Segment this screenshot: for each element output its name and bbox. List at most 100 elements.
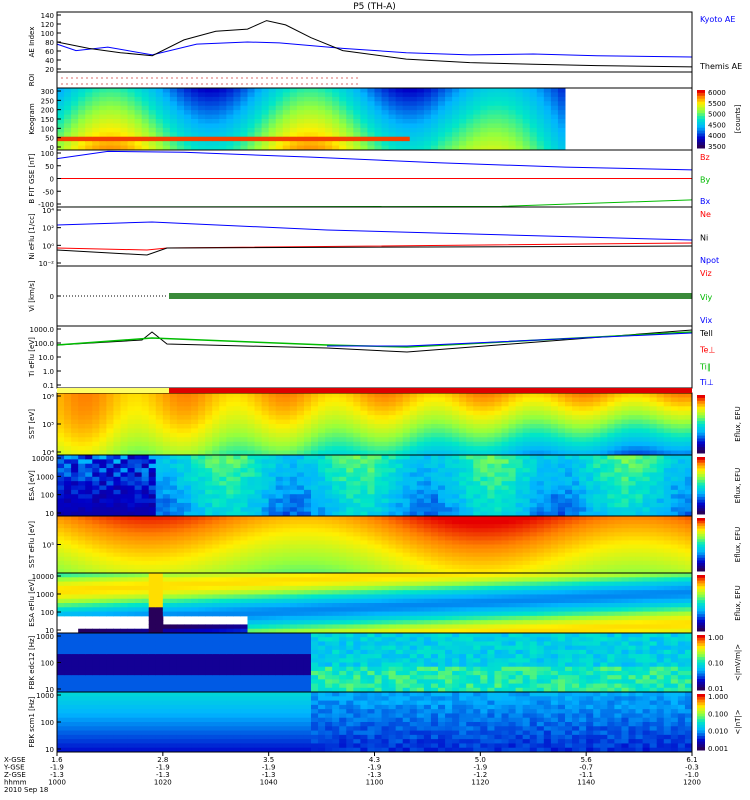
heat-cell <box>269 459 277 464</box>
heat-cell <box>318 88 326 93</box>
heat-cell <box>431 468 439 473</box>
heat-cell <box>438 137 446 142</box>
heat-cell <box>170 393 178 398</box>
heat-cell <box>530 411 538 416</box>
heat-cell <box>629 459 637 464</box>
heat-cell <box>311 128 319 133</box>
heat-cell <box>396 468 404 473</box>
heat-cell <box>240 437 248 442</box>
roi-mark <box>136 77 137 78</box>
heat-cell <box>304 545 312 550</box>
heat-cell <box>629 516 637 521</box>
heat-cell <box>240 119 248 124</box>
legend-entry: By <box>700 176 710 185</box>
heat-cell <box>473 411 481 416</box>
heat-cell <box>424 459 432 464</box>
heat-cell <box>198 411 206 416</box>
heat-cell <box>558 141 566 146</box>
heat-cell <box>537 503 545 508</box>
heat-cell <box>113 106 121 111</box>
heat-cell <box>184 92 192 97</box>
heat-cell <box>509 464 517 469</box>
heat-cell <box>233 110 241 115</box>
heat-cell <box>248 499 256 504</box>
heat-cell <box>163 520 171 525</box>
heat-cell <box>382 92 390 97</box>
heat-cell <box>205 141 213 146</box>
heat-cell <box>466 428 474 433</box>
heat-cell <box>473 455 481 460</box>
heat-cell <box>551 481 559 486</box>
heat-cell <box>417 101 425 106</box>
heat-cell <box>473 442 481 447</box>
heat-cell <box>403 101 411 106</box>
heat-cell <box>438 561 446 566</box>
heat-cell <box>516 472 524 477</box>
heat-cell <box>92 524 100 529</box>
heat-cell <box>389 455 397 460</box>
heat-cell <box>459 406 467 411</box>
heat-cell <box>537 101 545 106</box>
heat-cell <box>565 540 573 545</box>
heat-cell <box>494 524 502 529</box>
heat-cell <box>297 137 305 142</box>
heat-cell <box>311 477 319 482</box>
heat-cell <box>473 393 481 398</box>
heat-cell <box>128 446 136 451</box>
heat-cell <box>502 415 510 420</box>
roi-mark <box>101 77 102 78</box>
heat-cell <box>629 561 637 566</box>
heat-cell <box>85 561 93 566</box>
heat-cell <box>346 540 354 545</box>
heat-cell <box>643 397 651 402</box>
heat-cell <box>389 415 397 420</box>
heat-cell <box>685 437 693 442</box>
heat-cell <box>643 499 651 504</box>
heat-cell <box>92 115 100 120</box>
heat-cell <box>184 536 192 541</box>
heat-cell <box>523 477 531 482</box>
heat-cell <box>240 503 248 508</box>
heat-cell <box>212 536 220 541</box>
heat-cell <box>396 494 404 499</box>
heat-cell <box>177 536 185 541</box>
heat-cell <box>636 420 644 425</box>
heat-cell <box>198 442 206 447</box>
heat-cell <box>57 406 65 411</box>
heat-cell <box>332 141 340 146</box>
y-tick-label: 100 <box>41 150 54 158</box>
heat-cell <box>276 464 284 469</box>
heat-cell <box>396 406 404 411</box>
heat-cell <box>332 557 340 562</box>
heat-cell <box>438 397 446 402</box>
heat-cell <box>410 486 418 491</box>
heat-cell <box>142 516 150 521</box>
heat-cell <box>78 446 86 451</box>
heat-cell <box>396 110 404 115</box>
heat-cell <box>537 468 545 473</box>
heat-cell <box>121 455 129 460</box>
heat-cell <box>671 402 679 407</box>
heat-cell <box>92 397 100 402</box>
heat-cell <box>459 128 467 133</box>
heat-cell <box>353 468 361 473</box>
heat-cell <box>177 437 185 442</box>
legend-entry: Viz <box>700 269 712 278</box>
heat-cell <box>353 119 361 124</box>
heat-cell <box>255 565 263 570</box>
heat-cell <box>339 110 347 115</box>
heat-cell <box>473 545 481 550</box>
heat-cell <box>219 459 227 464</box>
heat-cell <box>523 503 531 508</box>
heat-cell <box>304 565 312 570</box>
heat-cell <box>360 503 368 508</box>
heat-cell <box>233 92 241 97</box>
heat-cell <box>396 92 404 97</box>
heat-cell <box>121 115 129 120</box>
heat-cell <box>219 524 227 529</box>
heat-cell <box>332 397 340 402</box>
heat-cell <box>135 557 143 562</box>
heat-cell <box>360 424 368 429</box>
heat-cell <box>431 132 439 137</box>
heat-cell <box>156 415 164 420</box>
